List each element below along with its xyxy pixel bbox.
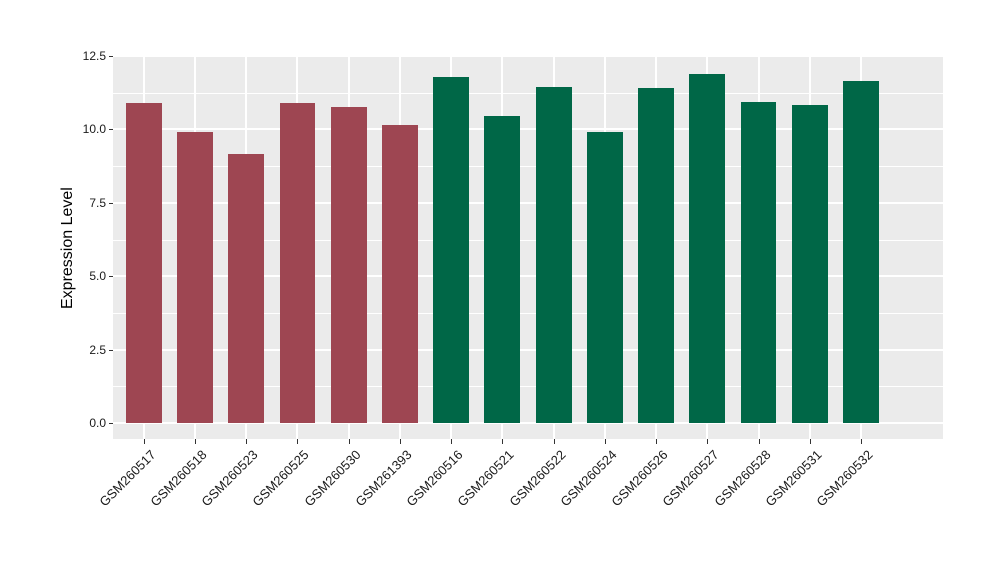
y-tick-mark [109, 349, 113, 351]
y-minor-gridline [113, 92, 943, 94]
x-tick-mark [809, 439, 811, 444]
x-tick-mark [656, 439, 658, 444]
y-tick-mark [109, 423, 113, 424]
y-tick-mark [109, 202, 113, 204]
y-tick-label: 12.5 [82, 49, 106, 64]
x-tick-mark [399, 439, 401, 444]
bar [484, 116, 521, 423]
bar [330, 107, 367, 423]
y-minor-gridline [113, 312, 943, 314]
x-tick-mark [246, 439, 248, 444]
x-tick-mark [451, 439, 453, 444]
bar [228, 154, 265, 423]
y-major-gridline [113, 275, 943, 278]
y-major-gridline [113, 422, 943, 424]
bar [740, 101, 777, 423]
x-tick-mark [861, 439, 863, 444]
bar [279, 103, 316, 423]
y-tick-mark [109, 129, 113, 131]
y-major-gridline [113, 348, 943, 351]
bar [381, 125, 418, 423]
bar [791, 104, 828, 423]
bar [689, 73, 726, 423]
x-tick-mark [758, 439, 760, 444]
bar [433, 76, 470, 423]
y-tick-label: 10.0 [82, 122, 106, 137]
bar [843, 81, 879, 423]
y-minor-gridline [113, 386, 943, 388]
bar [535, 86, 572, 423]
bar [586, 132, 623, 423]
x-tick-mark [194, 439, 196, 444]
x-tick-mark [707, 439, 709, 444]
x-tick-mark [553, 439, 555, 444]
y-minor-gridline [113, 239, 943, 241]
x-tick-mark [604, 439, 606, 444]
bar [177, 132, 213, 423]
x-tick-mark [502, 439, 504, 444]
x-tick-mark [297, 439, 299, 444]
y-minor-gridline [113, 166, 943, 168]
y-major-gridline [113, 201, 943, 204]
bar [125, 103, 162, 423]
y-axis-title: Expression Level [59, 187, 76, 309]
y-tick-label: 2.5 [89, 342, 106, 357]
y-tick-label: 0.0 [89, 416, 106, 430]
y-tick-label: 5.0 [89, 269, 106, 284]
y-major-gridline [113, 128, 943, 131]
plot-panel [113, 57, 943, 439]
x-tick-mark [348, 439, 350, 444]
y-tick-mark [109, 56, 113, 58]
y-tick-mark [109, 276, 113, 278]
x-tick-mark [143, 439, 145, 444]
y-tick-label: 7.5 [89, 195, 106, 210]
bar [638, 88, 674, 423]
